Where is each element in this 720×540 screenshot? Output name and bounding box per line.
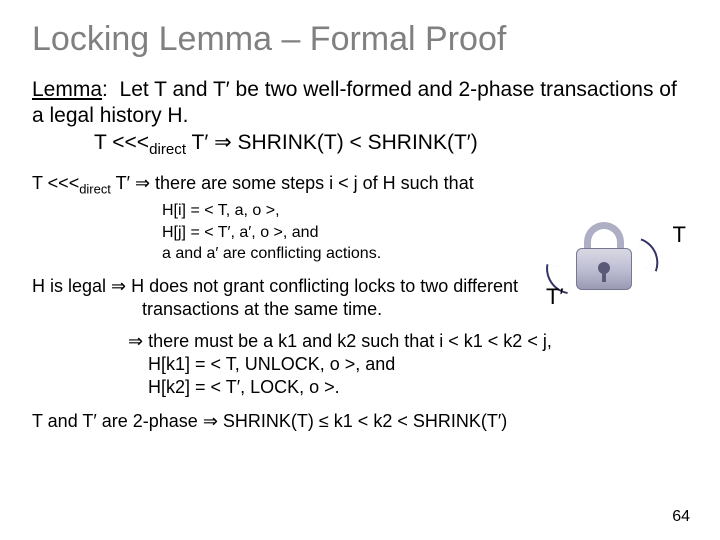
final-line: T and T′ are 2-phase ⇒ SHRINK(T) ≤ k1 < … [32, 410, 688, 433]
slide-title: Locking Lemma – Formal Proof [32, 20, 688, 59]
lock-keyhole-icon [598, 262, 610, 274]
lock-label-t: T [673, 222, 686, 248]
therefore-line-3: H[k2] = < T′, LOCK, o >. [128, 376, 688, 399]
lock-arrow-top-icon [632, 238, 665, 271]
lock-graphic: T T′ [548, 212, 668, 302]
lemma-label: Lemma [32, 78, 102, 101]
lemma-implication: T <<<direct T′ ⇒ SHRINK(T) < SHRINK(T′) [32, 130, 688, 160]
slide: Locking Lemma – Formal Proof Lemma: Let … [0, 0, 720, 540]
legal-line-1: H is legal ⇒ H does not grant conflictin… [32, 276, 518, 296]
lock-label-tprime: T′ [546, 284, 564, 310]
lemma-statement: : Let T and T′ be two well-formed and 2-… [32, 78, 677, 127]
derivation-line-1: T <<<direct T′ ⇒ there are some steps i … [32, 172, 688, 198]
lemma-block: Lemma: Let T and T′ be two well-formed a… [32, 77, 688, 160]
therefore-block: ⇒ there must be a k1 and k2 such that i … [32, 330, 688, 400]
page-number: 64 [672, 508, 690, 526]
therefore-line-2: H[k1] = < T, UNLOCK, o >, and [128, 353, 688, 376]
therefore-line-1: ⇒ there must be a k1 and k2 such that i … [128, 330, 688, 353]
